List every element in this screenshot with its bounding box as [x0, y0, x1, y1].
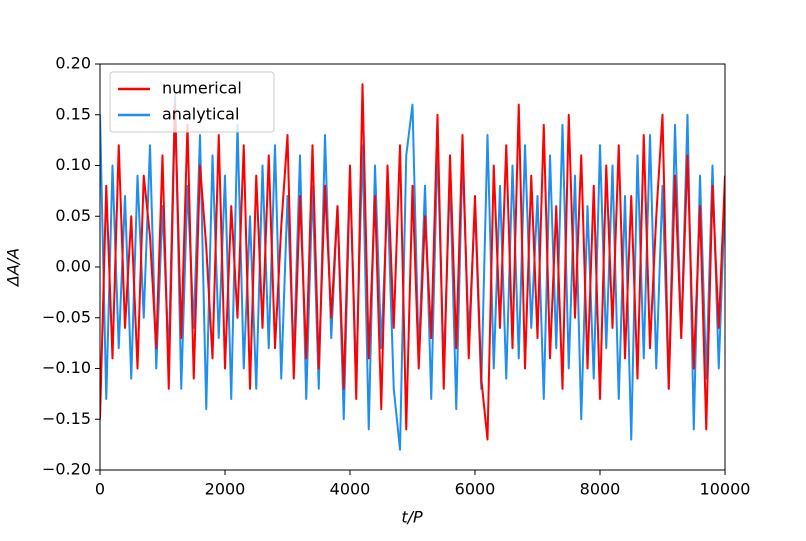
x-tick-label: 2000 [205, 480, 246, 499]
y-tick-label: −0.20 [42, 460, 91, 479]
y-tick-label: 0.20 [55, 54, 91, 73]
x-axis-label: t/P [401, 508, 423, 527]
y-tick-label: −0.15 [42, 409, 91, 428]
y-tick-label: −0.05 [42, 307, 91, 326]
x-tick-label: 10000 [700, 480, 751, 499]
legend-box [109, 71, 275, 133]
x-tick-label: 8000 [580, 480, 621, 499]
y-tick-label: 0.15 [55, 104, 91, 123]
y-tick-label: 0.10 [55, 155, 91, 174]
plot-frame [99, 63, 726, 471]
x-tick-label: 4000 [330, 480, 371, 499]
legend-label: analytical [162, 105, 239, 124]
y-tick-label: 0.00 [55, 257, 91, 276]
series-line [100, 93, 725, 451]
x-tick-label: 6000 [455, 480, 496, 499]
x-tick-label: 0 [95, 480, 105, 499]
y-axis-label: ΔA/A [4, 248, 23, 288]
y-tick-label: −0.10 [42, 358, 91, 377]
y-tick-label: 0.05 [55, 206, 91, 225]
series-line [100, 83, 725, 441]
legend-label: numerical [162, 79, 242, 98]
